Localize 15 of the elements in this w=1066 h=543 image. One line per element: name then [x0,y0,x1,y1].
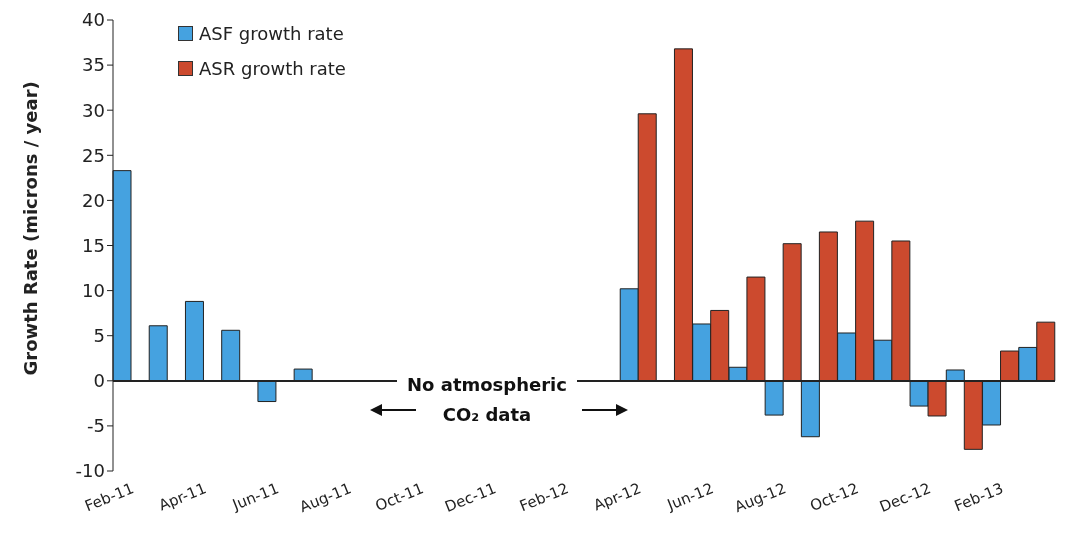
y-tick-label: 15 [82,234,105,256]
y-tick-label: 5 [93,325,105,347]
y-tick-label: 40 [82,9,105,31]
legend-label: ASF growth rate [199,23,344,44]
y-tick-label: 30 [82,99,105,121]
legend-label: ASR growth rate [199,58,346,79]
y-tick-label: 10 [82,279,105,301]
y-tick-label: -10 [75,460,105,482]
y-axis-title: Growth Rate (microns / year) [20,81,42,376]
annotation: No atmospheric CO₂ data [397,370,577,430]
y-tick-label: 20 [82,189,105,211]
y-tick-label: 0 [93,370,105,392]
y-tick-label: -5 [87,415,105,437]
y-tick-label: 35 [82,54,105,76]
y-tick-label: 25 [82,144,105,166]
